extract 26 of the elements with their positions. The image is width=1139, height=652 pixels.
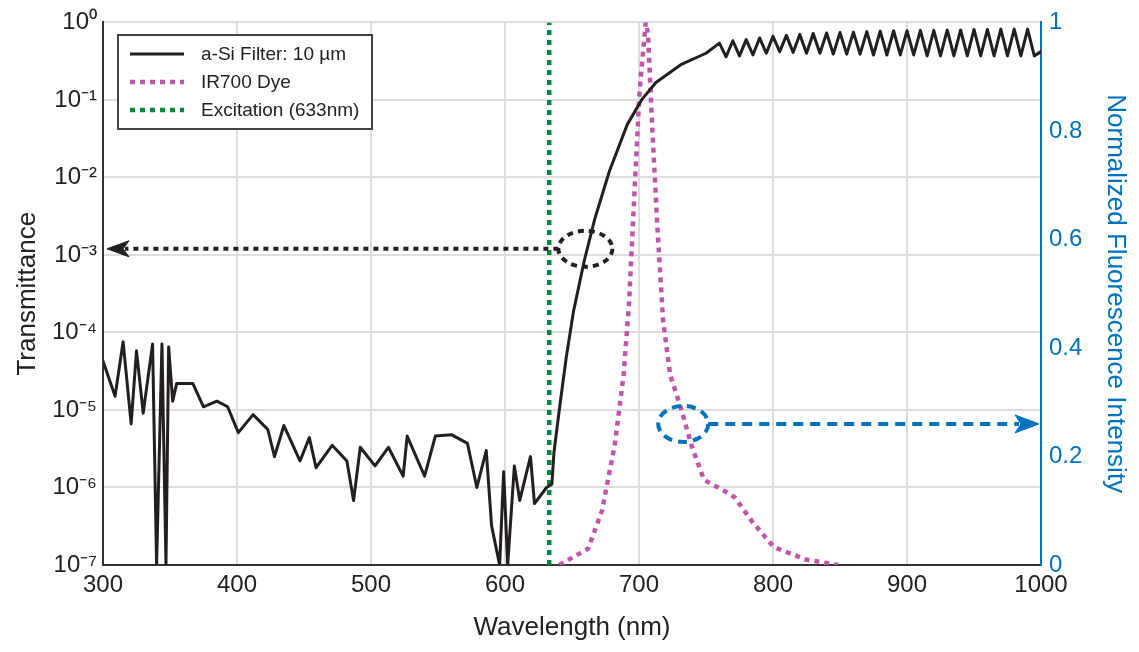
x-tick-label: 900	[886, 570, 928, 598]
y2-tick-label: 0.2	[1049, 441, 1083, 469]
x-tick-label: 500	[350, 570, 392, 598]
y2-tick-label: 0.8	[1049, 115, 1083, 143]
line-series	[557, 22, 841, 565]
y-tick-label: 10⁻⁶	[52, 472, 97, 500]
y2-tick-label: 0.4	[1049, 332, 1083, 360]
x-tick-label: 300	[82, 570, 124, 598]
legend-label: IR700 Dye	[201, 71, 291, 94]
y-tick-label: 10⁻²	[54, 162, 98, 190]
legend-label: a-Si Filter: 10 µm	[201, 43, 347, 66]
x-tick-label: 700	[618, 570, 660, 598]
y-tick-label: 10⁻⁵	[52, 394, 97, 422]
x-tick-label: 600	[484, 570, 526, 598]
y-tick-label: 10⁻³	[54, 239, 98, 267]
x-tick-label: 400	[216, 570, 258, 598]
y2-tick-label: 0.6	[1049, 224, 1083, 252]
y2-axis-title: Normalized Fluorescence Intensity	[1102, 94, 1133, 494]
legend-label: Excitation (633nm)	[201, 99, 360, 122]
y-tick-label: 10⁻⁴	[51, 317, 97, 345]
y-tick-label: 10⁻¹	[54, 84, 98, 112]
y-axis-title: Transmittance	[10, 211, 41, 376]
y-tick-label: 10⁰	[62, 7, 97, 35]
x-axis-title: Wavelength (nm)	[473, 610, 671, 641]
y2-tick-label: 1	[1049, 7, 1063, 35]
x-tick-label: 800	[752, 570, 794, 598]
